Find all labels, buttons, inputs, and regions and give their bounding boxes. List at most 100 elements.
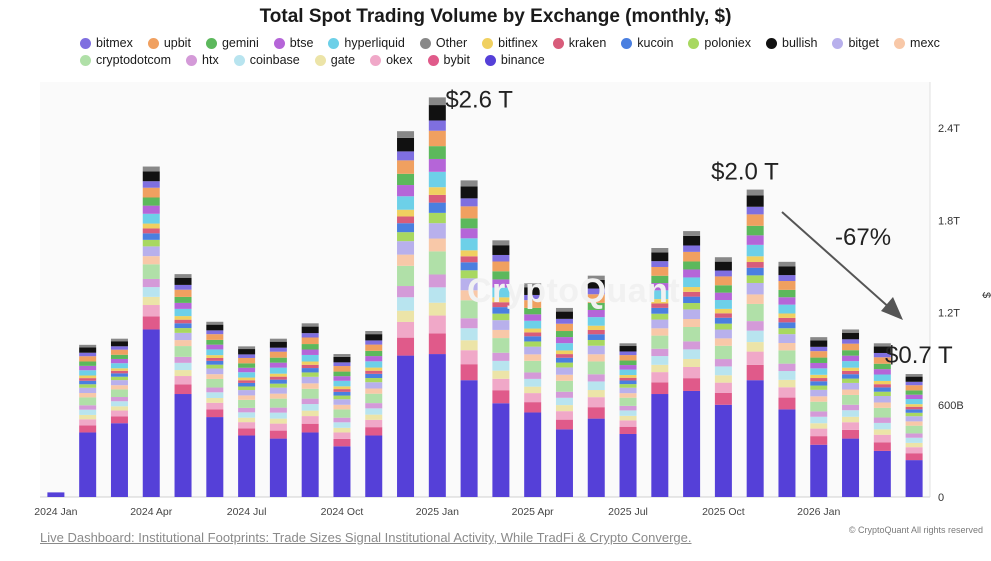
bar-segment-btse bbox=[905, 394, 923, 399]
bar-segment-poloniex bbox=[746, 275, 764, 283]
legend-swatch bbox=[419, 37, 431, 49]
bar-segment-bitfinex bbox=[269, 373, 287, 377]
bar-segment-bullish bbox=[555, 311, 573, 319]
bar-segment-gate bbox=[746, 342, 764, 352]
bar-segment-binance bbox=[619, 433, 637, 497]
bar-segment-other bbox=[110, 338, 128, 342]
bar-segment-bitfinex bbox=[79, 375, 97, 379]
bar-segment-bitget bbox=[174, 332, 192, 341]
bar-segment-bullish bbox=[492, 245, 510, 255]
bar-segment-coinbase bbox=[79, 409, 97, 415]
bar-segment-cryptodotcom bbox=[905, 425, 923, 434]
legend-item-poloniex[interactable]: poloniex bbox=[688, 36, 751, 50]
bar-segment-kraken bbox=[810, 378, 828, 382]
bar-segment-bybit bbox=[810, 436, 828, 445]
bar-segment-mexc bbox=[651, 328, 669, 336]
bar-segment-bitmex bbox=[79, 352, 97, 357]
bar-segment-htx bbox=[873, 417, 891, 423]
legend-item-bitfinex[interactable]: bitfinex bbox=[482, 36, 538, 50]
legend-item-other[interactable]: Other bbox=[419, 36, 467, 50]
bar-segment-kucoin bbox=[460, 262, 478, 271]
bar-segment-gate bbox=[492, 370, 510, 379]
bar-segment-gate bbox=[397, 310, 415, 322]
bar-segment-hyperliquid bbox=[397, 196, 415, 210]
bar-segment-bitfinex bbox=[683, 287, 701, 292]
legend-item-bullish[interactable]: bullish bbox=[766, 36, 817, 50]
bar-segment-bullish bbox=[365, 334, 383, 341]
legend-item-gate[interactable]: gate bbox=[314, 53, 355, 67]
x-tick-label: 2025 Oct bbox=[702, 506, 745, 518]
bar-segment-bybit bbox=[174, 384, 192, 395]
bar-segment-okex bbox=[619, 420, 637, 427]
bar-segment-gemini bbox=[301, 344, 319, 350]
bar-segment-upbit bbox=[333, 366, 351, 372]
bar-segment-mexc bbox=[397, 254, 415, 266]
bar-segment-bitfinex bbox=[365, 367, 383, 371]
legend-item-mexc[interactable]: mexc bbox=[894, 36, 940, 50]
legend-item-hyperliquid[interactable]: hyperliquid bbox=[328, 36, 405, 50]
bar-segment-gate bbox=[842, 416, 860, 423]
bar-segment-bitfinex bbox=[174, 316, 192, 320]
legend-item-okex[interactable]: okex bbox=[370, 53, 413, 67]
bar-segment-other bbox=[746, 189, 764, 196]
bar-segment-bybit bbox=[619, 426, 637, 434]
legend-item-bitmex[interactable]: bitmex bbox=[80, 36, 133, 50]
bar-segment-bullish bbox=[873, 346, 891, 353]
bar-segment-hyperliquid bbox=[269, 367, 287, 374]
legend-item-gemini[interactable]: gemini bbox=[205, 36, 259, 50]
legend-item-bitget[interactable]: bitget bbox=[832, 36, 879, 50]
bar-segment-okex bbox=[333, 432, 351, 439]
bar-segment-upbit bbox=[110, 349, 128, 355]
legend-item-btse[interactable]: btse bbox=[273, 36, 313, 50]
legend-item-htx[interactable]: htx bbox=[186, 53, 219, 67]
bar-segment-upbit bbox=[301, 337, 319, 345]
bar-segment-binance bbox=[238, 435, 256, 497]
bar-segment-gemini bbox=[397, 173, 415, 186]
bar-segment-poloniex bbox=[619, 384, 637, 388]
bar-segment-hyperliquid bbox=[174, 308, 192, 317]
bar-segment-bybit bbox=[683, 378, 701, 391]
legend-swatch bbox=[766, 37, 777, 49]
bar-segment-kucoin bbox=[714, 317, 732, 324]
bar-segment-gate bbox=[110, 406, 128, 411]
bar-segment-kucoin bbox=[79, 380, 97, 385]
bar-segment-okex bbox=[651, 372, 669, 383]
bar-segment-btse bbox=[79, 365, 97, 371]
bar-segment-coinbase bbox=[555, 397, 573, 406]
bar-segment-gate bbox=[333, 427, 351, 433]
bar-segment-btse bbox=[873, 369, 891, 375]
bar-segment-hyperliquid bbox=[810, 368, 828, 375]
bar-segment-upbit bbox=[428, 130, 446, 147]
bar-segment-kraken bbox=[555, 354, 573, 358]
bar-segment-bitfinex bbox=[301, 361, 319, 365]
legend-item-bybit[interactable]: bybit bbox=[427, 53, 470, 67]
bar-segment-kraken bbox=[206, 357, 224, 361]
bar-segment-kucoin bbox=[905, 409, 923, 413]
legend-item-binance[interactable]: binance bbox=[484, 53, 545, 67]
bar-segment-htx bbox=[301, 398, 319, 405]
bar-segment-cryptodotcom bbox=[873, 407, 891, 418]
bar-segment-bullish bbox=[238, 349, 256, 355]
bar-segment-cryptodotcom bbox=[683, 327, 701, 342]
x-tick-label: 2026 Jan bbox=[797, 506, 840, 518]
legend-item-kraken[interactable]: kraken bbox=[552, 36, 606, 50]
bar-segment-bitget bbox=[269, 387, 287, 394]
bar-segment-other bbox=[301, 323, 319, 327]
bar-segment-poloniex bbox=[79, 384, 97, 388]
bar-segment-btse bbox=[651, 283, 669, 291]
bar-segment-gemini bbox=[238, 363, 256, 368]
bar-segment-okex bbox=[206, 402, 224, 410]
legend-item-cryptodotcom[interactable]: cryptodotcom bbox=[80, 53, 171, 67]
bar-segment-mexc bbox=[142, 256, 160, 265]
bar-segment-bitfinex bbox=[714, 308, 732, 314]
legend-item-kucoin[interactable]: kucoin bbox=[621, 36, 673, 50]
bar-segment-coinbase bbox=[619, 410, 637, 416]
bar-segment-bitfinex bbox=[842, 367, 860, 371]
bar-segment-coinbase bbox=[683, 349, 701, 359]
bar-segment-gate bbox=[778, 379, 796, 388]
legend-item-coinbase[interactable]: coinbase bbox=[233, 53, 300, 67]
bar-segment-binance bbox=[174, 394, 192, 497]
legend-item-upbit[interactable]: upbit bbox=[147, 36, 191, 50]
bar-segment-okex bbox=[810, 428, 828, 437]
dashboard-link[interactable]: Live Dashboard: Institutional Footprints… bbox=[40, 530, 692, 545]
